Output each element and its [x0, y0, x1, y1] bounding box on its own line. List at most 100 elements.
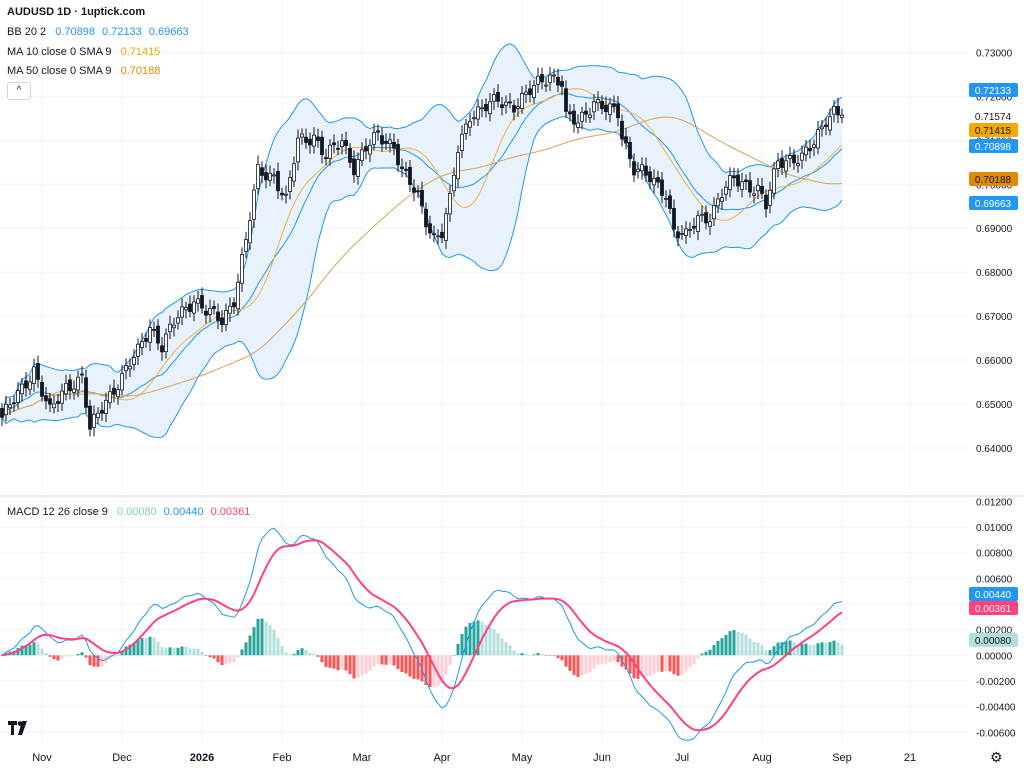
macd-hist-bar: [780, 642, 784, 656]
candle-body: [40, 381, 44, 397]
candle-body: [256, 163, 260, 189]
macd-hist-bar: [60, 655, 64, 659]
candle-body: [816, 129, 820, 149]
macd-hist-bar: [468, 623, 472, 656]
candle-body: [220, 317, 224, 326]
candle-body: [588, 114, 592, 118]
candle-body: [840, 114, 844, 118]
candle-body: [316, 136, 320, 142]
time-tick-label: Jun: [593, 752, 611, 764]
collapse-legend-button[interactable]: ^: [7, 82, 31, 100]
ma10-legend[interactable]: MA 10 close 0 SMA 9 0.71415: [7, 45, 160, 59]
candle-body: [356, 159, 360, 177]
macd-hist-bar: [32, 642, 36, 656]
macd-hist-bar: [348, 655, 352, 675]
ma10-badge-bg: [969, 123, 1018, 137]
macd-hist-bar: [636, 655, 640, 679]
candle-body: [776, 160, 780, 169]
candle-body: [800, 152, 804, 161]
macd-hist-bar: [528, 654, 532, 656]
macd-hist-bar: [288, 654, 292, 656]
candle-body: [476, 106, 480, 120]
time-tick-label: Aug: [752, 752, 772, 764]
candle-body: [668, 195, 672, 209]
macd-hist-bar: [44, 653, 48, 656]
macd-hist-bar: [312, 653, 316, 656]
macd-hist-bar: [564, 655, 568, 667]
candle-body: [36, 363, 40, 380]
macd-signal-value: 0.00361: [210, 506, 251, 518]
ma50-legend[interactable]: MA 50 close 0 SMA 9 0.70188: [7, 64, 160, 78]
ma50-label: MA 50 close 0 SMA 9: [7, 65, 112, 77]
gear-icon[interactable]: ⚙: [990, 749, 1003, 765]
candle-body: [480, 107, 484, 110]
macd-hist-bar: [276, 638, 280, 656]
macd-hist-bar: [368, 655, 372, 671]
candle-body: [608, 103, 612, 115]
candle-body: [60, 390, 64, 404]
macd-hist-bar: [196, 648, 200, 656]
macd-hist-bar: [456, 643, 460, 656]
macd-hist-bar: [720, 638, 724, 656]
candle-body: [656, 177, 660, 183]
candle-body: [180, 306, 184, 318]
macd-hist-bar: [684, 655, 688, 672]
candle-body: [52, 403, 56, 409]
bb-upper-badge: 0.72133: [975, 86, 1012, 97]
macd-hist-bar: [712, 645, 716, 656]
macd-hist-bar: [120, 650, 124, 656]
price-tick-label: 0.68000: [976, 268, 1013, 279]
macd-hist-bar: [440, 655, 444, 683]
macd-hist-bar: [804, 643, 808, 656]
candle-body: [728, 175, 732, 191]
candle-body: [724, 186, 728, 195]
candle-body: [140, 341, 144, 348]
macd-hist-bar: [840, 644, 844, 656]
macd-hist-bar: [800, 644, 804, 656]
candle-body: [136, 343, 140, 357]
candle-body: [396, 144, 400, 166]
price-tick-label: 0.69000: [976, 224, 1013, 235]
candle-body: [772, 168, 776, 194]
macd-hist-bar: [644, 655, 648, 677]
macd-hist-bar: [92, 655, 96, 667]
signal-badge: 0.00361: [975, 604, 1012, 615]
macd-hist-bar: [660, 655, 664, 672]
candle-body: [792, 154, 796, 164]
macd-hist-bar: [392, 655, 396, 666]
macd-hist-bar: [96, 655, 100, 667]
macd-hist-bar: [732, 630, 736, 656]
candle-body: [796, 163, 800, 167]
macd-hist-bar: [600, 655, 604, 665]
ma50-badge-bg: [969, 172, 1018, 186]
candle-body: [684, 228, 688, 236]
candle-body: [672, 208, 676, 230]
macd-hist-bar: [728, 631, 732, 656]
candle-body: [360, 149, 364, 162]
macd-legend[interactable]: MACD 12 26 close 9 0.00080 0.00440 0.003…: [7, 505, 250, 519]
candle-body: [496, 92, 500, 102]
macd-hist-bar: [832, 640, 836, 656]
macd-hist-bar: [264, 621, 268, 656]
macd-hist-bar: [416, 655, 420, 680]
candle-body: [660, 179, 664, 196]
price-tick-label: 0.64000: [976, 444, 1013, 455]
macd-hist-bar: [128, 644, 132, 656]
candle-body: [24, 380, 28, 389]
macd-hist-bar: [500, 638, 504, 656]
macd-hist-bar: [156, 641, 160, 656]
macd-hist-bar: [744, 634, 748, 656]
candle-body: [740, 181, 744, 190]
ma10-label: MA 10 close 0 SMA 9: [7, 46, 112, 58]
bb-legend[interactable]: BB 20 2 0.70898 0.72133 0.69663: [7, 25, 189, 39]
candle-body: [768, 189, 772, 206]
macd-tick-label: 0.01200: [976, 497, 1013, 508]
macd-hist-bar: [760, 645, 764, 656]
candle-body: [368, 144, 372, 155]
macd-badge: 0.00440: [975, 590, 1012, 601]
macd-hist-bar: [244, 642, 248, 656]
candle-body: [248, 220, 252, 244]
price-tick-label: 0.67000: [976, 312, 1013, 323]
candle-body: [460, 133, 464, 151]
